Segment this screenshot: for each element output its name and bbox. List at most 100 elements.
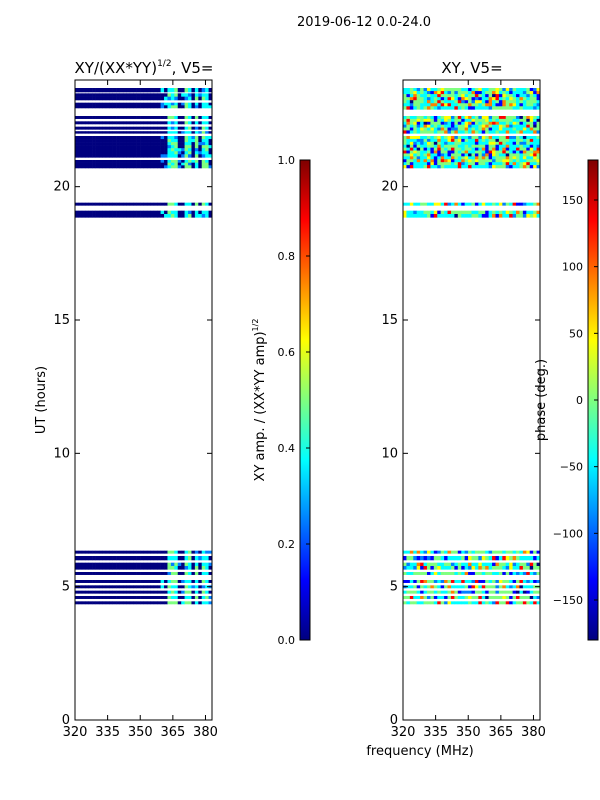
heatmap-cell [201,154,206,158]
heatmap-cell [102,139,107,143]
heatmap-cell [502,165,507,169]
heatmap-cell [481,572,486,575]
heatmap-cell [502,210,507,215]
heatmap-cell [478,214,483,218]
heatmap-cell [75,550,79,554]
heatmap-cell [536,94,541,98]
heatmap-cell [502,562,507,567]
heatmap-cell [92,116,96,119]
heatmap-cell [505,562,510,567]
heatmap-cell [461,556,465,561]
heatmap-cell [129,96,134,101]
heatmap-cell [167,96,172,101]
heatmap-cell [208,572,213,575]
heatmap-cell [420,153,424,157]
heatmap-cell [85,202,89,206]
heatmap-cell [498,165,503,169]
heatmap-cell [119,550,124,554]
heatmap-cell [437,159,441,163]
heatmap-cell [205,572,209,575]
heatmap-cell [181,116,185,119]
heatmap-cell [146,572,151,575]
heatmap-cell [403,138,407,143]
heatmap-cell [437,556,441,561]
heatmap-cell [92,126,96,130]
heatmap-cell [447,88,452,92]
colorbar-tick-label: 150 [562,194,583,207]
heatmap-cell [153,139,158,143]
heatmap-cell [492,159,496,163]
heatmap-cell [105,214,110,218]
heatmap-cell [136,136,141,140]
heatmap-cell [81,102,86,106]
heatmap-cell [174,580,179,583]
heatmap-cell [119,142,124,146]
heatmap-cell [188,556,192,561]
right-heatmap [403,88,541,605]
heatmap-cell [468,118,472,123]
heatmap-cell [81,131,86,134]
heatmap-cell [512,590,517,594]
heatmap-cell [140,102,144,106]
heatmap-cell [150,585,155,589]
heatmap-cell [191,142,196,146]
heatmap-cell [85,96,89,101]
heatmap-cell [78,139,83,143]
heatmap-cell [509,585,513,589]
heatmap-cell [420,566,424,570]
heatmap-cell [140,202,144,206]
heatmap-cell [129,151,134,155]
heatmap-cell [85,131,89,134]
heatmap-cell [519,100,524,104]
heatmap-cell [437,94,441,98]
heatmap-cell [444,566,448,570]
heatmap-cell [406,97,411,101]
heatmap-cell [522,94,527,98]
heatmap-cell [177,148,182,152]
heatmap-cell [150,88,155,93]
heatmap-cell [403,121,407,125]
x-tick-label: 335 [423,725,448,740]
heatmap-cell [164,580,168,583]
heatmap-cell [126,165,131,169]
heatmap-cell [170,550,175,554]
heatmap-cell [81,596,86,599]
heatmap-cell [119,102,124,106]
heatmap-cell [205,148,209,152]
heatmap-cell [167,566,172,570]
heatmap-cell [420,202,424,206]
heatmap-cell [88,136,93,140]
heatmap-cell [188,165,192,169]
heatmap-cell [116,131,120,134]
heatmap-cell [95,151,100,155]
heatmap-cell [509,127,513,131]
heatmap-cell [516,121,520,125]
heatmap-cell [529,162,534,166]
heatmap-cell [122,136,127,140]
heatmap-cell [498,141,503,146]
heatmap-cell [174,139,179,143]
heatmap-cell [529,124,534,128]
heatmap-cell [75,102,79,106]
heatmap-cell [529,103,534,107]
heatmap-cell [509,165,513,169]
heatmap-cell [522,144,527,148]
heatmap-cell [136,160,141,163]
heatmap-cell [522,138,527,143]
heatmap-cell [201,151,206,155]
heatmap-cell [133,550,137,554]
heatmap-cell [502,601,507,605]
heatmap-cell [454,585,459,589]
heatmap-cell [437,130,441,134]
heatmap-cell [492,210,496,215]
heatmap-cell [420,144,424,148]
heatmap-cell [191,550,196,554]
heatmap-cell [512,162,517,166]
heatmap-cell [95,154,100,158]
heatmap-cell [170,139,175,143]
heatmap-cell [109,126,113,130]
heatmap-cell [536,103,541,107]
heatmap-cell [519,590,524,594]
heatmap-cell [516,136,520,140]
heatmap-cell [116,601,120,605]
